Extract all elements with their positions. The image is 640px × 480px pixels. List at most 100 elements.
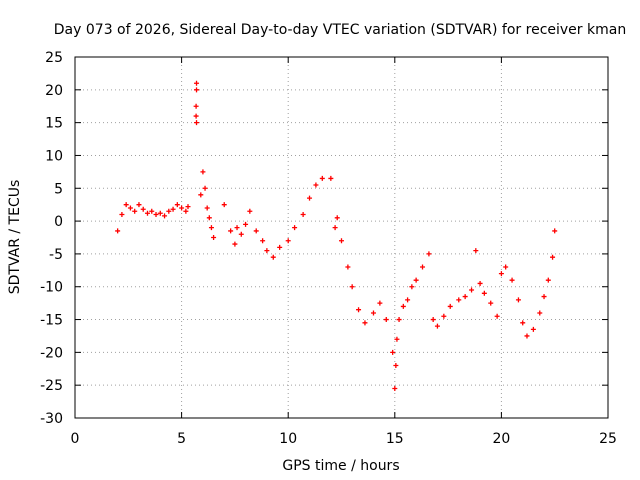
data-point [494,313,500,319]
data-point [202,185,208,191]
data-point [206,215,212,221]
data-point [537,310,543,316]
data-point [481,290,487,296]
data-point [383,317,389,323]
data-point [234,225,240,231]
y-tick-label: -10 [40,280,63,296]
data-point [198,192,204,198]
data-point [179,205,185,211]
data-point [185,204,191,210]
data-point [441,313,447,319]
chart-title: Day 073 of 2026, Sidereal Day-to-day VTE… [54,22,626,38]
data-point [509,277,515,283]
data-point [194,80,200,86]
data-point [393,362,399,368]
plot-frame [74,56,609,419]
y-tick-label: 0 [54,214,63,230]
data-point [434,323,440,329]
data-point [208,225,214,231]
data-point [530,326,536,332]
x-axis-label: GPS time / hours [282,458,399,474]
data-point [370,310,376,316]
data-point [194,120,200,126]
y-tick-label: 20 [45,83,63,99]
data-point [193,113,199,119]
y-tick-label: -20 [40,345,63,361]
data-point [515,297,521,303]
y-tick-label: -30 [40,411,63,427]
data-point [174,202,180,208]
data-point [170,206,176,212]
data-point [238,231,244,237]
data-point [253,228,259,234]
grid-layer [75,57,608,418]
tick-layer: 0 5 10 15 20 25 -30 -25 -20 -15 -10 -5 0 5 10 15 20 25 [40,50,617,447]
data-point [200,169,206,175]
y-tick-label: 25 [45,50,63,66]
data-point [413,277,419,283]
data-layer [115,80,558,391]
data-point [488,300,494,306]
x-tick-label: 10 [279,431,297,447]
x-tick-label: 25 [599,431,617,447]
data-point [211,235,217,240]
data-point [119,212,125,218]
data-point [520,320,526,326]
x-tick-label: 15 [386,431,404,447]
data-point [285,238,291,244]
data-point [409,284,415,290]
data-point [153,212,159,218]
data-point [426,251,432,257]
data-point [396,317,402,323]
data-point [469,287,475,293]
data-point [356,307,362,313]
data-point [332,225,338,231]
data-point [456,297,462,303]
data-point [477,280,483,286]
data-point [394,336,400,342]
data-point [292,225,298,231]
data-point [334,215,340,221]
data-point [313,182,319,188]
data-point [430,317,436,323]
data-point [115,228,121,234]
data-point [390,349,396,355]
data-point [247,208,253,214]
data-point [166,208,172,214]
data-point [260,238,266,244]
data-point [264,248,270,254]
data-point [405,297,411,303]
data-point [140,206,146,212]
data-point [550,254,556,260]
data-point [462,294,468,300]
data-point [194,87,200,93]
y-tick-label: -15 [40,313,63,329]
y-tick-label: 10 [45,148,63,164]
data-point [545,277,551,283]
data-point [162,213,168,219]
data-point [127,205,133,211]
data-point [149,208,155,214]
data-point [541,294,547,300]
data-point [362,320,368,326]
data-point [328,175,334,181]
y-tick-label: 5 [54,181,63,197]
data-point [349,284,355,290]
data-point [377,300,383,306]
data-point [319,175,325,181]
data-point [345,264,351,270]
data-point [243,221,249,227]
data-point [193,103,199,109]
data-point [228,228,234,234]
data-point [400,303,406,309]
data-point [339,238,344,244]
x-tick-label: 20 [492,431,510,447]
data-point [136,202,142,208]
y-tick-label: -25 [40,378,63,394]
data-point [552,228,558,234]
data-point [300,212,306,218]
data-point [221,202,227,208]
y-tick-label: -5 [49,247,63,263]
y-tick-label: 15 [45,116,63,132]
data-point [132,208,138,214]
